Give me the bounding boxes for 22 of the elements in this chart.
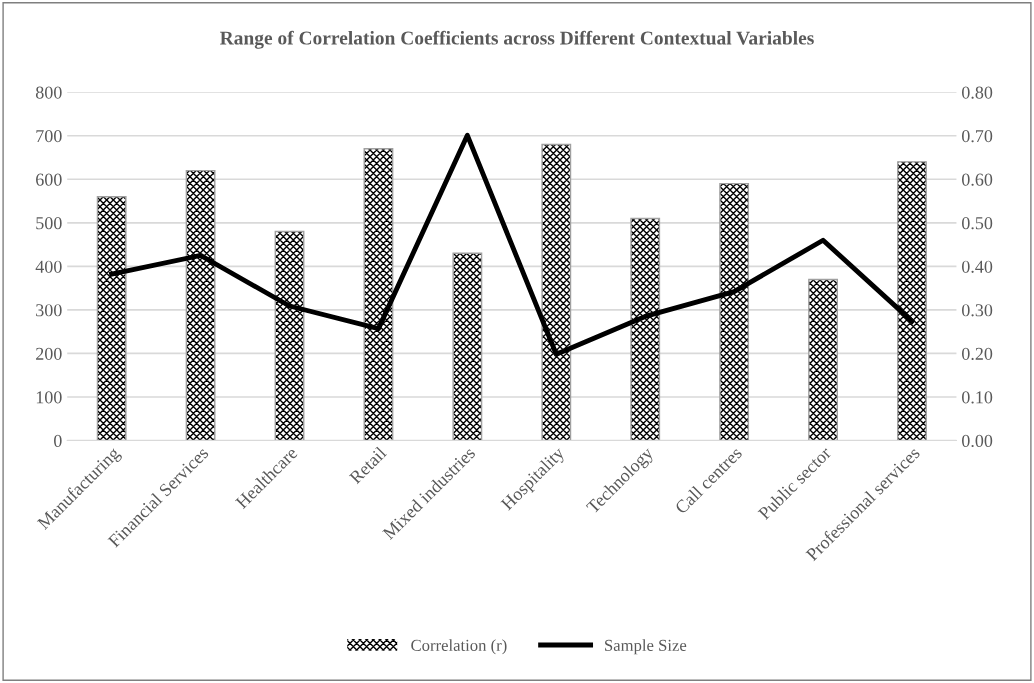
- y2-tick-label: 0.40: [962, 260, 993, 273]
- y-tick-label: 800: [35, 86, 62, 99]
- y-tick-label: 400: [35, 260, 62, 273]
- y-tick-label: 200: [36, 347, 62, 360]
- y-tick-label: 100: [36, 391, 62, 404]
- y-tick-label: 600: [36, 173, 62, 186]
- y2-tick-label: 0.70: [962, 130, 993, 143]
- y2-tick-label: 0.60: [962, 173, 993, 186]
- y-tick-label: 300: [36, 304, 62, 317]
- y2-tick-label: 0.00: [962, 434, 993, 448]
- chart-title: Range of Correlation Coefficients across Different Contextual Variables: [220, 30, 814, 49]
- line-series: [109, 132, 915, 357]
- y2-tick-label: 0.20: [962, 347, 993, 360]
- y2-tick-label: 0.80: [962, 86, 993, 99]
- y-tick-label: 0: [54, 434, 62, 447]
- y2-tick-label: 0.30: [962, 304, 993, 317]
- y-tick-label: 500: [36, 217, 62, 230]
- y2-tick-label: 0.10: [962, 391, 993, 404]
- legend-label: Correlation (r): [411, 639, 507, 655]
- y-tick-label: 700: [36, 130, 62, 143]
- legend-label: Sample Size: [605, 639, 687, 655]
- y2-tick-label: 0.50: [962, 217, 993, 230]
